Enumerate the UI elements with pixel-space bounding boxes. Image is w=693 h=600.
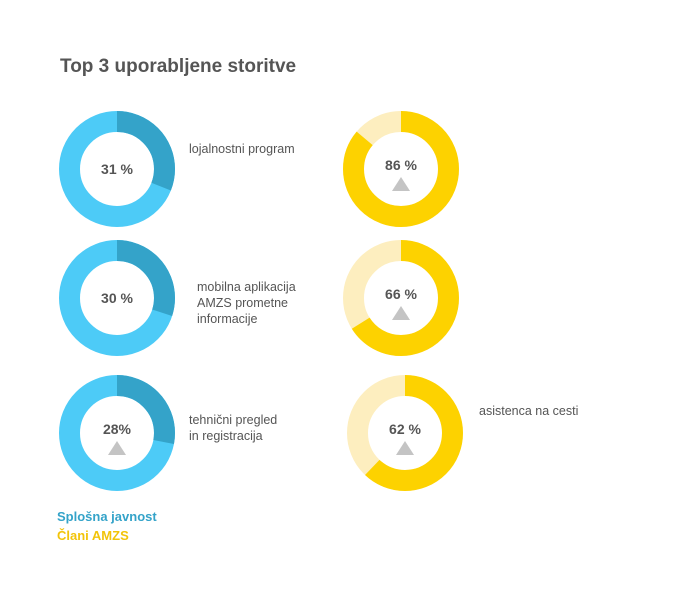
donut-value-slice xyxy=(343,240,459,356)
label-tehnicni-pregled: tehnični pregled in registracija xyxy=(189,412,277,444)
donut-value-slice xyxy=(59,111,175,227)
label-mobilna-aplikacija: mobilna aplikacija AMZS prometne informa… xyxy=(197,279,296,327)
donut-public-1: 31 % xyxy=(59,111,175,227)
donut-public-5: 28% xyxy=(59,375,175,491)
label-line: mobilna aplikacija xyxy=(197,280,296,294)
donut-value-slice xyxy=(59,375,175,491)
legend-members: Člani AMZS xyxy=(57,528,129,543)
donut-value-slice xyxy=(347,375,463,491)
donut-value-label: 86 % xyxy=(385,157,417,173)
donut-members-6: 62 % xyxy=(347,375,463,491)
donut-public-3: 30 % xyxy=(59,240,175,356)
donut-value-slice xyxy=(343,111,459,227)
donut-value-label: 62 % xyxy=(389,421,421,437)
donut-value-label: 31 % xyxy=(101,161,133,177)
page-title: Top 3 uporabljene storitve xyxy=(60,56,297,77)
label-line: asistenca na cesti xyxy=(479,404,579,418)
donut-members-2: 86 % xyxy=(343,111,459,227)
label-line: tehnični pregled xyxy=(189,413,278,427)
donut-value-label: 66 % xyxy=(385,286,417,302)
triangle-marker-icon xyxy=(392,177,410,191)
label-line: informacije xyxy=(197,312,258,326)
triangle-marker-icon xyxy=(396,441,414,455)
legend-public: Splošna javnost xyxy=(57,509,157,524)
label-line: in registracija xyxy=(189,429,263,443)
triangle-marker-icon xyxy=(108,441,126,455)
donut-value-label: 28% xyxy=(103,421,132,437)
donut-members-4: 66 % xyxy=(343,240,459,356)
label-asistenca-na-cesti: asistenca na cesti xyxy=(479,403,578,419)
donut-value-slice xyxy=(59,240,175,356)
label-lojalnostni-program: lojalnostni program xyxy=(189,141,295,157)
label-line: AMZS prometne xyxy=(197,296,289,310)
donut-value-label: 30 % xyxy=(101,290,133,306)
label-line: lojalnostni program xyxy=(189,142,295,156)
triangle-marker-icon xyxy=(392,306,410,320)
